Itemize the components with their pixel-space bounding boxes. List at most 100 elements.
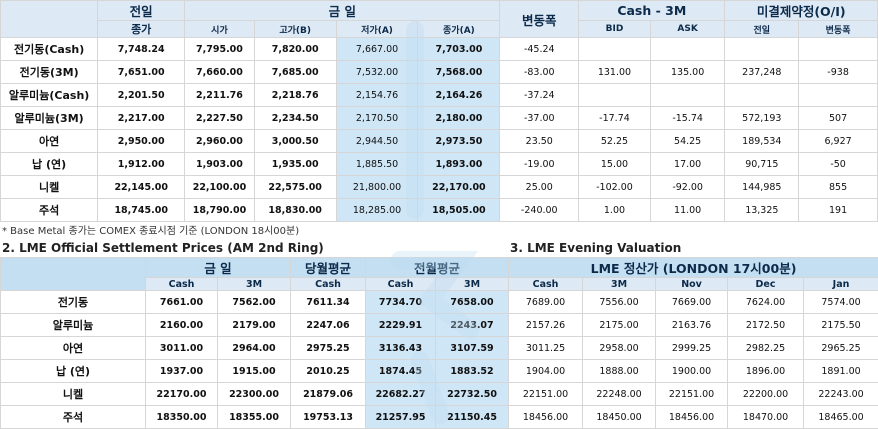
close-cell: 18,505.00 (418, 199, 500, 222)
metal-label: 알루미늄(Cash) (1, 84, 98, 107)
today-3m-cell: 2964.00 (218, 337, 291, 360)
eval-dec-cell: 2172.50 (728, 314, 804, 337)
change-cell: -240.00 (500, 199, 579, 222)
prev-cash-cell: 22682.27 (366, 383, 436, 406)
evening-valuation-header: LME 정산가 (LONDON 17시00분) (509, 258, 878, 278)
bid-subheader: BID (579, 21, 651, 38)
oi-prev-cell: 237,248 (725, 61, 799, 84)
month-cash-cell: 19753.13 (291, 406, 366, 429)
eval-3m-cell: 7556.00 (583, 291, 656, 314)
ask-cell (650, 38, 725, 61)
ask-cell (650, 84, 725, 107)
bid-cell: 1.00 (579, 199, 651, 222)
metal-label: 주석 (1, 406, 146, 429)
low-cell: 1,885.50 (336, 153, 418, 176)
open-cell: 7,795.00 (185, 38, 255, 61)
open-cell: 22,100.00 (185, 176, 255, 199)
change-cell: 23.50 (500, 130, 579, 153)
prev-cell: 2,950.00 (98, 130, 185, 153)
low-cell: 2,944.50 (336, 130, 418, 153)
high-cell: 7,685.00 (254, 61, 336, 84)
month-cash-cell: 2010.25 (291, 360, 366, 383)
bid-cell: -102.00 (579, 176, 651, 199)
low-cell: 2,170.50 (336, 107, 418, 130)
prev-cell: 2,201.50 (98, 84, 185, 107)
low-cell: 2,154.76 (336, 84, 418, 107)
ask-cell: 17.00 (650, 153, 725, 176)
bid-cell: 131.00 (579, 61, 651, 84)
open-cell: 1,903.00 (185, 153, 255, 176)
open-cell: 2,960.00 (185, 130, 255, 153)
today-cash-cell: 2160.00 (146, 314, 218, 337)
oi-prev-cell (725, 38, 799, 61)
ask-cell: 54.25 (650, 130, 725, 153)
today-cash-cell: 18350.00 (146, 406, 218, 429)
eval-jan-cell: 18465.00 (804, 406, 878, 429)
ask-cell: -92.00 (650, 176, 725, 199)
prev-3m-cell: 22732.50 (436, 383, 509, 406)
eval-dec-cell: 22200.00 (728, 383, 804, 406)
footnote: * Base Metal 종가는 COMEX 종료시점 기준 (LONDON 1… (2, 222, 299, 237)
eval-3m-cell: 2958.00 (583, 337, 656, 360)
prev-cell: 7,748.24 (98, 38, 185, 61)
today-close-subheader: 종가(A) (418, 21, 500, 38)
close-cell: 7,568.00 (418, 61, 500, 84)
month-cash-cell: 2975.25 (291, 337, 366, 360)
metal-label: 전기동(3M) (1, 61, 98, 84)
month-cash-cell: 2247.06 (291, 314, 366, 337)
change-cell: -45.24 (500, 38, 579, 61)
oi-change-cell: 855 (799, 176, 878, 199)
eval-cash-cell: 2157.26 (509, 314, 583, 337)
bid-cell: 52.25 (579, 130, 651, 153)
close-cell: 1,893.00 (418, 153, 500, 176)
ask-subheader: ASK (650, 21, 725, 38)
today-cash-cell: 7661.00 (146, 291, 218, 314)
eval-dec-cell: 18470.00 (728, 406, 804, 429)
high-cell: 2,218.76 (254, 84, 336, 107)
prev-3m-cell: 7658.00 (436, 291, 509, 314)
close-cell: 22,170.00 (418, 176, 500, 199)
prev-3m-cell: 1883.52 (436, 360, 509, 383)
eval-nov-cell: 2999.25 (656, 337, 728, 360)
oi-change-cell: -938 (799, 61, 878, 84)
eval-nov-cell: 7669.00 (656, 291, 728, 314)
prev-cash-subheader: Cash (366, 278, 436, 291)
prev-cell: 1,912.00 (98, 153, 185, 176)
today-3m-subheader: 3M (218, 278, 291, 291)
section-2-title: 2. LME Official Settlement Prices (AM 2n… (2, 241, 324, 255)
high-cell: 22,575.00 (254, 176, 336, 199)
low-cell: 7,667.00 (336, 38, 418, 61)
eval-dec-cell: 2982.25 (728, 337, 804, 360)
today-header: 금 일 (185, 1, 500, 21)
corner-cell (1, 1, 98, 38)
today-3m-cell: 22300.00 (218, 383, 291, 406)
eval-cash-cell: 22151.00 (509, 383, 583, 406)
oi-prev-cell: 189,534 (725, 130, 799, 153)
month-cash-cell: 21879.06 (291, 383, 366, 406)
eval-dec-cell: 1896.00 (728, 360, 804, 383)
oi-change-cell: 507 (799, 107, 878, 130)
month-cash-subheader: Cash (291, 278, 366, 291)
prev-cash-cell: 7734.70 (366, 291, 436, 314)
prev-day-header: 전일 (98, 1, 185, 21)
lme-price-table: 전일 금 일 변동폭 Cash - 3M 미결제약정(O/I) 종가 시가 고가… (0, 0, 878, 222)
oi-change-cell: 6,927 (799, 130, 878, 153)
month-cash-cell: 7611.34 (291, 291, 366, 314)
open-cell: 2,211.76 (185, 84, 255, 107)
open-interest-header: 미결제약정(O/I) (725, 1, 878, 21)
eval-3m-cell: 1888.00 (583, 360, 656, 383)
today-3m-cell: 1915.00 (218, 360, 291, 383)
ask-cell: -15.74 (650, 107, 725, 130)
eval-cash-cell: 7689.00 (509, 291, 583, 314)
today-header-2: 금 일 (146, 258, 291, 278)
oi-prev-cell: 572,193 (725, 107, 799, 130)
prev-cash-cell: 21257.95 (366, 406, 436, 429)
